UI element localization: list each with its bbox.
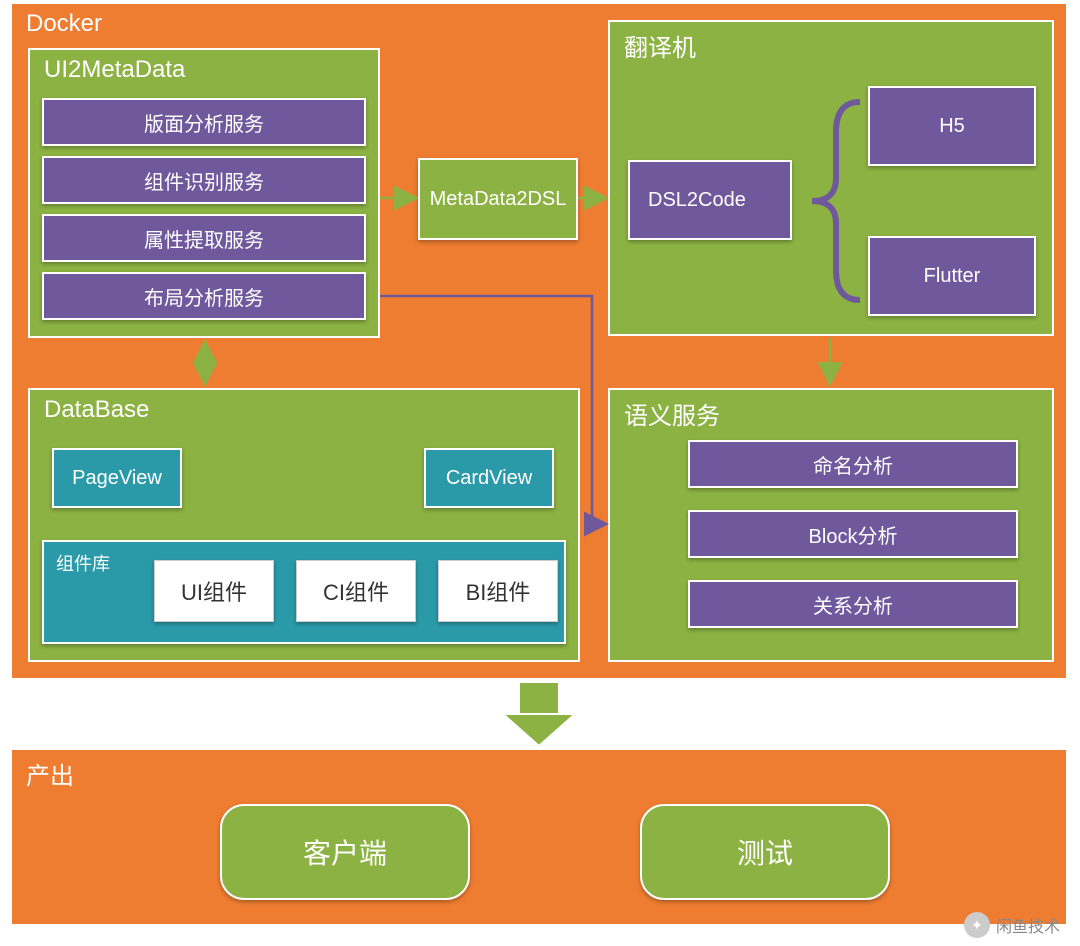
dsl2code-box: DSL2Code xyxy=(628,160,792,240)
ui2metadata-item-1: 组件识别服务 xyxy=(42,156,366,204)
wechat-icon: ✦ xyxy=(964,912,990,938)
semantic-item-0: 命名分析 xyxy=(688,440,1018,488)
watermark-text: 闲鱼技术 xyxy=(996,913,1060,937)
ui2metadata-item-2: 属性提取服务 xyxy=(42,214,366,262)
component-lib-item-0: UI组件 xyxy=(154,560,274,622)
component-lib-item-2: BI组件 xyxy=(438,560,558,622)
metadata2dsl-box: MetaData2DSL xyxy=(418,158,578,240)
database-title: DataBase xyxy=(30,390,578,430)
bracket-icon xyxy=(800,96,862,306)
database-view-1: CardView xyxy=(424,448,554,508)
output-item-1: 测试 xyxy=(640,804,890,900)
ui2metadata-title: UI2MetaData xyxy=(30,50,378,90)
translator-output-0: H5 xyxy=(868,86,1036,166)
output-title: 产出 xyxy=(12,750,1066,797)
database-view-0: PageView xyxy=(52,448,182,508)
semantic-item-1: Block分析 xyxy=(688,510,1018,558)
ui2metadata-item-3: 布局分析服务 xyxy=(42,272,366,320)
ui2metadata-item-0: 版面分析服务 xyxy=(42,98,366,146)
watermark: ✦ 闲鱼技术 xyxy=(964,912,1060,938)
translator-title: 翻译机 xyxy=(610,22,1052,69)
output-container: 产出 xyxy=(10,748,1068,926)
semantic-title: 语义服务 xyxy=(610,390,1052,437)
output-item-0: 客户端 xyxy=(220,804,470,900)
semantic-item-2: 关系分析 xyxy=(688,580,1018,628)
translator-output-1: Flutter xyxy=(868,236,1036,316)
component-lib-item-1: CI组件 xyxy=(296,560,416,622)
architecture-diagram: Docker UI2MetaData 版面分析服务 组件识别服务 属性提取服务 … xyxy=(0,0,1080,946)
